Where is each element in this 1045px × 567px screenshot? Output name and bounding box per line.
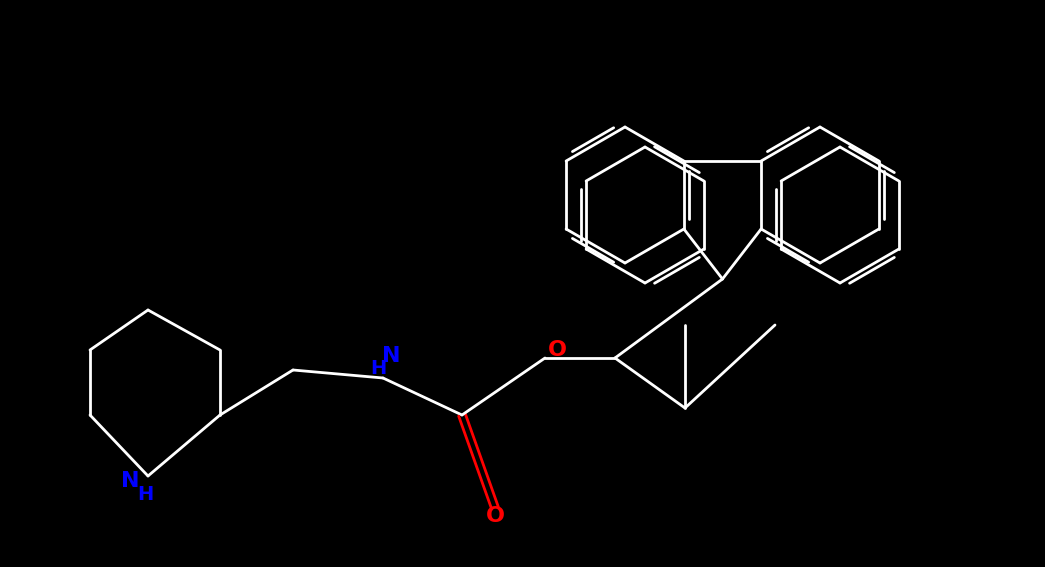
- Text: H: H: [137, 484, 154, 503]
- Text: N: N: [381, 346, 400, 366]
- Text: O: O: [486, 506, 505, 526]
- Text: H: H: [370, 358, 386, 378]
- Text: O: O: [548, 340, 566, 360]
- Text: N: N: [121, 471, 139, 491]
